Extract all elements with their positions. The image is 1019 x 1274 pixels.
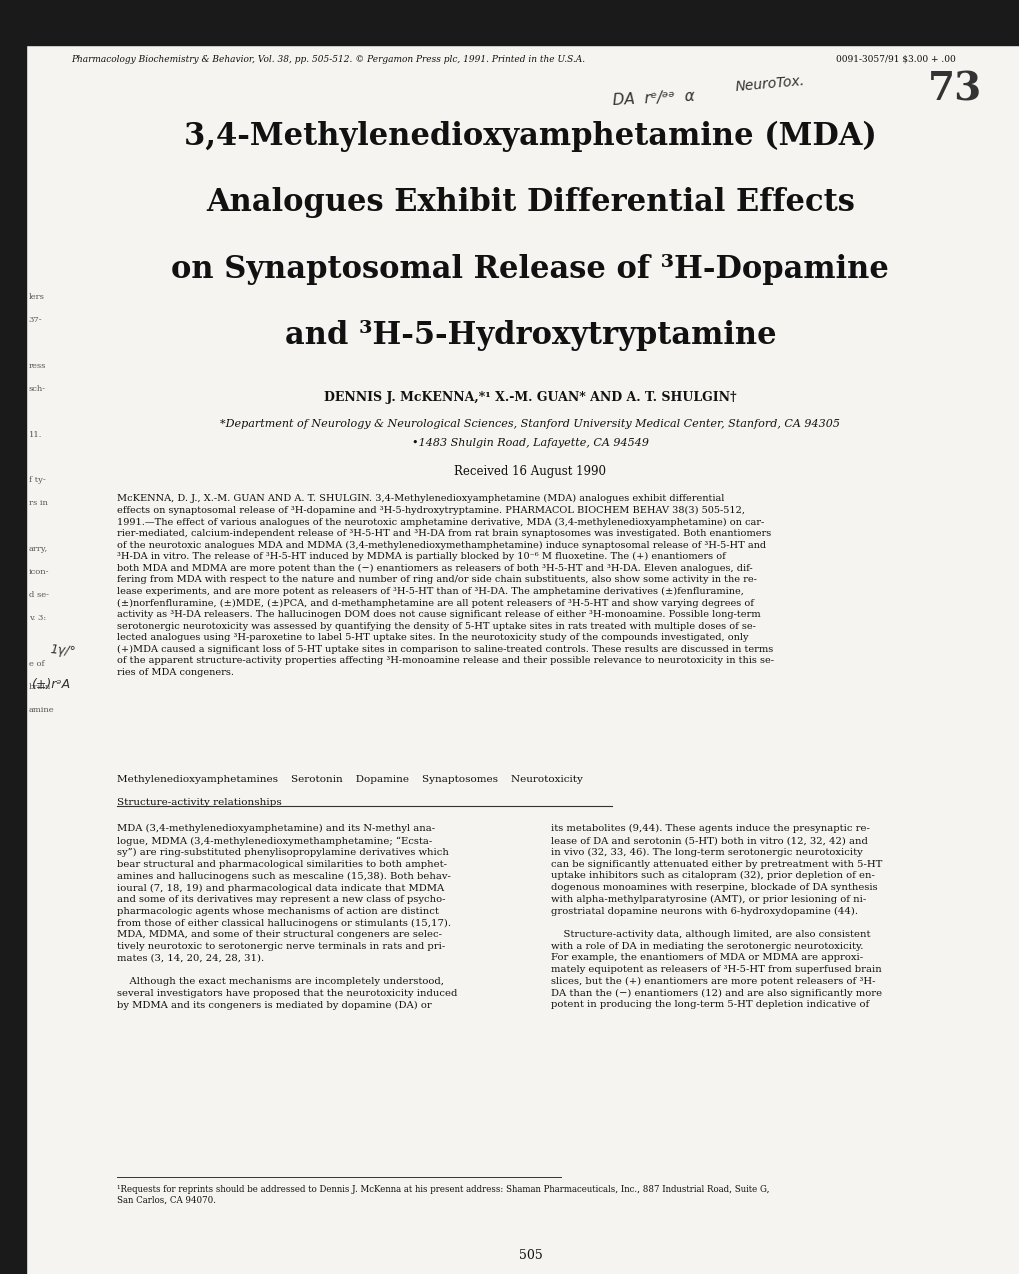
Text: v. 3:: v. 3: <box>29 614 46 622</box>
Text: lers: lers <box>29 293 45 301</box>
Text: icon-: icon- <box>29 568 49 576</box>
Text: 11.: 11. <box>29 431 42 438</box>
Text: Received 16 August 1990: Received 16 August 1990 <box>453 465 606 478</box>
Text: 73: 73 <box>927 70 981 108</box>
Text: Methylenedioxyamphetamines    Serotonin    Dopamine    Synaptosomes    Neurotoxi: Methylenedioxyamphetamines Serotonin Dop… <box>117 775 583 784</box>
Text: ress: ress <box>29 362 46 369</box>
Text: brain: brain <box>29 683 51 691</box>
Text: ¹Requests for reprints should be addressed to Dennis J. McKenna at his present a: ¹Requests for reprints should be address… <box>117 1185 769 1205</box>
Text: DENNIS J. McKENNA,*¹ X.-M. GUAN* AND A. T. SHULGIN†: DENNIS J. McKENNA,*¹ X.-M. GUAN* AND A. … <box>324 391 736 404</box>
Text: its metabolites (9,44). These agents induce the presynaptic re-
lease of DA and : its metabolites (9,44). These agents ind… <box>550 824 881 1009</box>
Text: •1483 Shulgin Road, Lafayette, CA 94549: •1483 Shulgin Road, Lafayette, CA 94549 <box>412 438 648 448</box>
Text: sch-: sch- <box>29 385 46 392</box>
Bar <box>0 0 1019 45</box>
Text: arry,: arry, <box>29 545 48 553</box>
Text: 1γ/°: 1γ/° <box>49 643 75 659</box>
Text: NeuroTox.: NeuroTox. <box>734 74 804 94</box>
Text: 505: 505 <box>518 1249 542 1261</box>
Text: Analogues Exhibit Differential Effects: Analogues Exhibit Differential Effects <box>206 187 854 218</box>
Text: 3,4-Methylenedioxyamphetamine (MDA): 3,4-Methylenedioxyamphetamine (MDA) <box>183 121 876 153</box>
Text: rs in: rs in <box>29 499 48 507</box>
Text: (±)rᵊA: (±)rᵊA <box>31 678 69 691</box>
Text: d se-: d se- <box>29 591 49 599</box>
Text: *Department of Neurology & Neurological Sciences, Stanford University Medical Ce: *Department of Neurology & Neurological … <box>220 419 840 429</box>
Text: e of: e of <box>29 660 44 668</box>
Text: 37-: 37- <box>29 316 42 324</box>
Text: 0091-3057/91 $3.00 + .00: 0091-3057/91 $3.00 + .00 <box>836 55 955 64</box>
Text: f ty-: f ty- <box>29 476 45 484</box>
Text: McKENNA, D. J., X.-M. GUAN AND A. T. SHULGIN. 3,4-Methylenedioxyamphetamine (MDA: McKENNA, D. J., X.-M. GUAN AND A. T. SHU… <box>117 494 773 676</box>
Bar <box>0 0 25 1274</box>
Text: Structure-activity relationships: Structure-activity relationships <box>117 798 282 806</box>
Text: Pharmacology Biochemistry & Behavior, Vol. 38, pp. 505-512. © Pergamon Press plc: Pharmacology Biochemistry & Behavior, Vo… <box>71 55 585 64</box>
Text: DA  rᵉ/ᵊᵊ  α: DA rᵉ/ᵊᵊ α <box>611 89 694 108</box>
Text: amine: amine <box>29 706 54 713</box>
Text: MDA (3,4-methylenedioxyamphetamine) and its N-methyl ana-
logue, MDMA (3,4-methy: MDA (3,4-methylenedioxyamphetamine) and … <box>117 824 458 1009</box>
Text: on Synaptosomal Release of ³H-Dopamine: on Synaptosomal Release of ³H-Dopamine <box>171 254 889 284</box>
Text: and ³H-5-Hydroxytryptamine: and ³H-5-Hydroxytryptamine <box>284 320 775 350</box>
